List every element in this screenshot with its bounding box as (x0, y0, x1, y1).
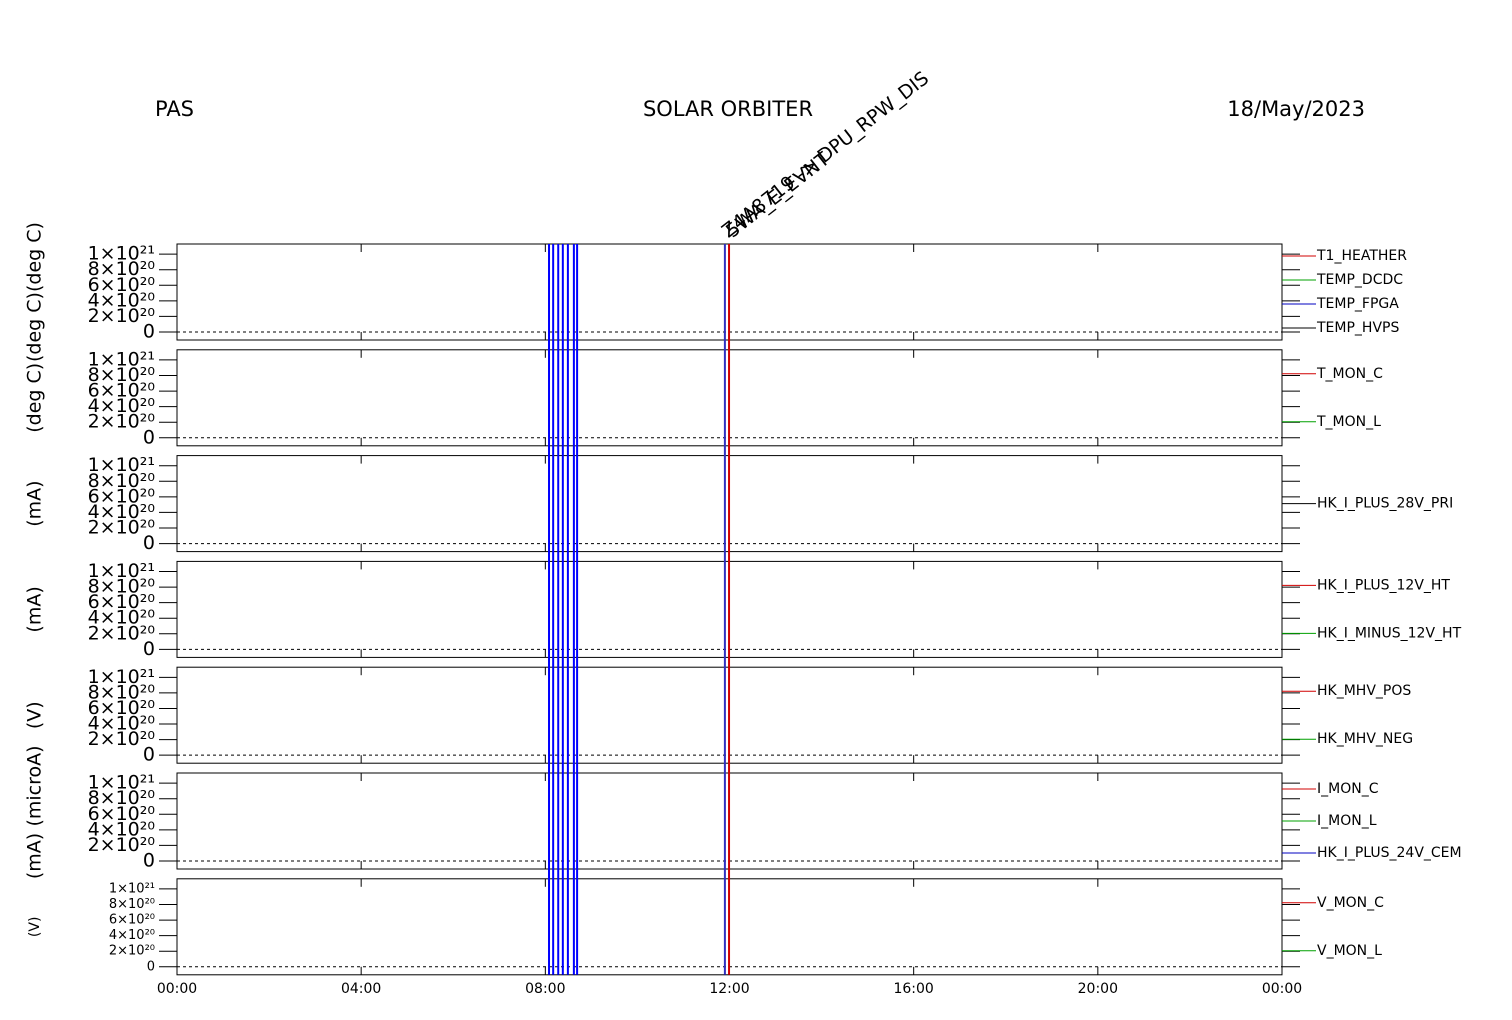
legend-label: HK_I_PLUS_12V_HT (1317, 577, 1450, 593)
x-tick-label: 12:00 (709, 981, 749, 997)
legend-label: TEMP_DCDC (1316, 272, 1403, 288)
y-tick-label: 6×10²⁰ (88, 274, 155, 296)
x-tick-label: 00:00 (157, 981, 197, 997)
y-tick-label: 6×10²⁰ (88, 803, 155, 825)
y-axis-label: (deg C) (24, 222, 46, 292)
y-tick-label: 2×10²⁰ (88, 834, 155, 856)
y-tick-label: 1×10²¹ (109, 881, 155, 896)
y-tick-label: 8×10²⁰ (88, 470, 155, 492)
x-tick-label: 16:00 (893, 981, 933, 997)
y-tick-label: 8×10²⁰ (88, 258, 155, 280)
y-axis-label: (mA) (24, 833, 46, 879)
y-tick-label: 0 (143, 744, 155, 766)
event-label: 5WA_E_EVNT (722, 148, 834, 242)
y-tick-label: 4×10²⁰ (88, 395, 155, 417)
x-tick-label: 08:00 (525, 981, 565, 997)
y-tick-label: 8×10²⁰ (88, 576, 155, 598)
y-tick-label: 6×10²⁰ (88, 697, 155, 719)
legend-label: T_MON_C (1316, 366, 1383, 382)
y-tick-label: 4×10²⁰ (109, 928, 155, 943)
y-tick-label: 8×10²⁰ (109, 897, 155, 912)
y-tick-label: 2×10²⁰ (88, 728, 155, 750)
y-tick-label: 1×10²¹ (88, 348, 155, 370)
y-tick-label: 0 (147, 959, 155, 974)
y-axis-label: (mA) (24, 480, 46, 526)
y-tick-label: 1×10²¹ (88, 454, 155, 476)
y-tick-label: 4×10²⁰ (88, 501, 155, 523)
y-tick-label: 0 (143, 638, 155, 660)
y-axis-label: (deg C) (24, 363, 46, 433)
y-tick-label: 1×10²¹ (88, 666, 155, 688)
y-axis-label: (deg C) (24, 292, 46, 362)
y-tick-label: 1×10²¹ (88, 772, 155, 794)
y-tick-label: 0 (143, 849, 155, 871)
x-tick-label: 00:00 (1262, 981, 1302, 997)
legend-label: V_MON_C (1317, 895, 1384, 911)
y-tick-label: 0 (143, 426, 155, 448)
y-tick-label: 6×10²⁰ (88, 485, 155, 507)
legend-label: TEMP_FPGA (1316, 296, 1399, 312)
y-tick-label: 6×10²⁰ (88, 591, 155, 613)
legend-label: I_MON_L (1317, 813, 1377, 829)
y-tick-label: 1×10²¹ (88, 560, 155, 582)
y-tick-label: 8×10²⁰ (88, 364, 155, 386)
y-tick-label: 1×10²¹ (88, 243, 155, 265)
y-tick-label: 2×10²⁰ (88, 622, 155, 644)
y-tick-label: 2×10²⁰ (88, 305, 155, 327)
legend-label: HK_MHV_NEG (1317, 731, 1413, 747)
legend-label: TEMP_HVPS (1316, 320, 1399, 336)
y-tick-label: 6×10²⁰ (109, 913, 155, 928)
y-tick-label: 4×10²⁰ (88, 818, 155, 840)
header-left: PAS (155, 97, 194, 121)
y-tick-label: 4×10²⁰ (88, 289, 155, 311)
legend-label: HK_I_MINUS_12V_HT (1317, 625, 1462, 641)
y-tick-label: 6×10²⁰ (88, 380, 155, 402)
x-tick-label: 20:00 (1078, 981, 1118, 997)
y-tick-label: 2×10²⁰ (88, 517, 155, 539)
y-tick-label: 0 (143, 320, 155, 342)
y-axis-label: (mA) (24, 586, 46, 632)
header-center: SOLAR ORBITER (643, 97, 813, 121)
legend-label: T_MON_L (1316, 414, 1381, 430)
y-tick-label: 8×10²⁰ (88, 787, 155, 809)
legend-label: HK_I_PLUS_28V_PRI (1317, 496, 1453, 512)
y-tick-label: 0 (143, 532, 155, 554)
y-tick-label: 4×10²⁰ (88, 713, 155, 735)
legend-label: I_MON_C (1317, 781, 1379, 797)
y-axis-label: (microA) (24, 745, 46, 826)
x-tick-label: 04:00 (341, 981, 381, 997)
y-tick-label: 2×10²⁰ (88, 411, 155, 433)
y-tick-label: 4×10²⁰ (88, 607, 155, 629)
y-tick-label: 2×10²⁰ (109, 944, 155, 959)
y-axis-label: (V) (24, 701, 46, 729)
y-tick-label: 8×10²⁰ (88, 681, 155, 703)
legend-label: HK_MHV_POS (1317, 683, 1411, 699)
legend-label: HK_I_PLUS_24V_CEM (1317, 845, 1462, 861)
legend-label: V_MON_L (1317, 943, 1382, 959)
legend-label: T1_HEATHER (1316, 248, 1407, 264)
header-right: 18/May/2023 (1227, 97, 1365, 121)
y-axis-label: (V) (27, 917, 43, 938)
